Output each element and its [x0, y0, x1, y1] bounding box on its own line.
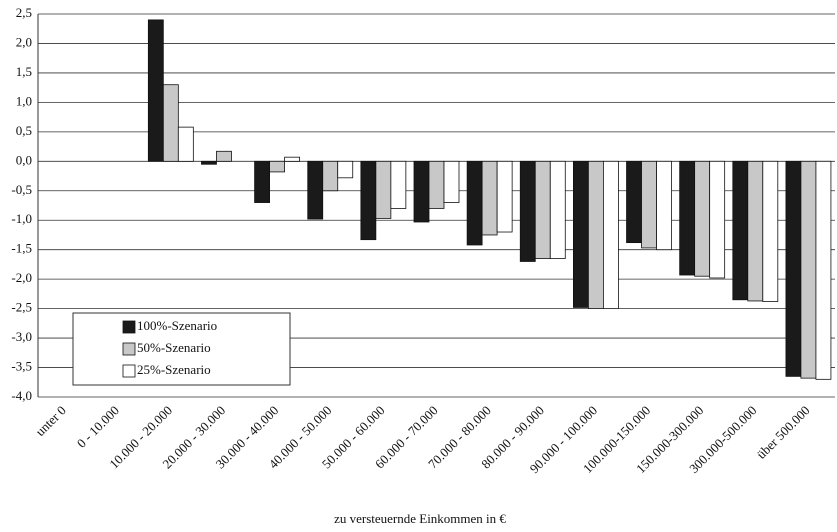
- y-tick-label: -0,5: [11, 182, 32, 197]
- bar: [626, 160, 642, 244]
- bar: [177, 126, 194, 162]
- bar: [390, 160, 407, 209]
- legend-label: 25%-Szenario: [137, 362, 211, 377]
- legend-label: 50%-Szenario: [137, 340, 211, 355]
- y-tick-label: 0,0: [16, 152, 32, 167]
- bar: [481, 160, 498, 236]
- bar: [216, 150, 232, 162]
- bar: [162, 84, 179, 162]
- bar: [709, 160, 726, 279]
- bar: [762, 160, 779, 302]
- y-tick-label: 1,0: [16, 93, 32, 108]
- legend-label: 100%-Szenario: [137, 318, 217, 333]
- bar: [322, 160, 339, 192]
- bar: [496, 160, 513, 233]
- y-tick-label: -4,0: [11, 388, 32, 403]
- legend-swatch: [122, 364, 136, 378]
- bar: [360, 160, 377, 241]
- bar: [815, 160, 832, 380]
- y-tick-label: -3,0: [11, 329, 32, 344]
- y-tick-label: -1,5: [11, 241, 32, 256]
- y-tick-label: 0,5: [16, 123, 32, 138]
- x-tick-label: über 500.000: [754, 403, 813, 462]
- bar: [785, 160, 802, 377]
- bar: [588, 160, 604, 310]
- y-tick-label: -2,0: [11, 270, 32, 285]
- bar: [284, 156, 301, 162]
- bar: [747, 160, 764, 302]
- bar: [549, 160, 566, 259]
- bar: [694, 160, 711, 277]
- y-tick-label: -3,5: [11, 359, 32, 374]
- bar: [519, 160, 536, 262]
- bar: [337, 160, 354, 179]
- x-tick-label: 0 - 10.000: [74, 403, 122, 451]
- bar: [732, 160, 749, 301]
- y-tick-label: 2,0: [16, 34, 32, 49]
- y-tick-label: 2,5: [16, 5, 32, 20]
- bar: [254, 160, 271, 203]
- x-axis-label: zu versteuernde Einkommen in €: [334, 511, 506, 526]
- bar: [603, 160, 619, 310]
- bar: [201, 160, 217, 165]
- y-tick-label: -2,5: [11, 300, 32, 315]
- bar: [269, 160, 286, 173]
- bar: [656, 160, 672, 251]
- bar: [641, 160, 657, 249]
- bar: [147, 19, 164, 162]
- bar: [413, 160, 430, 223]
- bar: [443, 160, 460, 203]
- legend-swatch: [122, 342, 136, 356]
- bar: [375, 160, 392, 219]
- y-tick-label: 1,5: [16, 64, 32, 79]
- bar: [800, 160, 817, 379]
- x-tick-label: unter 0: [32, 403, 68, 439]
- bar: [534, 160, 551, 259]
- bar: [573, 160, 589, 308]
- bar: [679, 160, 696, 276]
- bar: [307, 160, 324, 220]
- bar: [466, 160, 483, 246]
- bar: [428, 160, 445, 209]
- y-tick-label: -1,0: [11, 211, 32, 226]
- legend-box: [72, 312, 291, 386]
- legend-swatch: [122, 320, 136, 334]
